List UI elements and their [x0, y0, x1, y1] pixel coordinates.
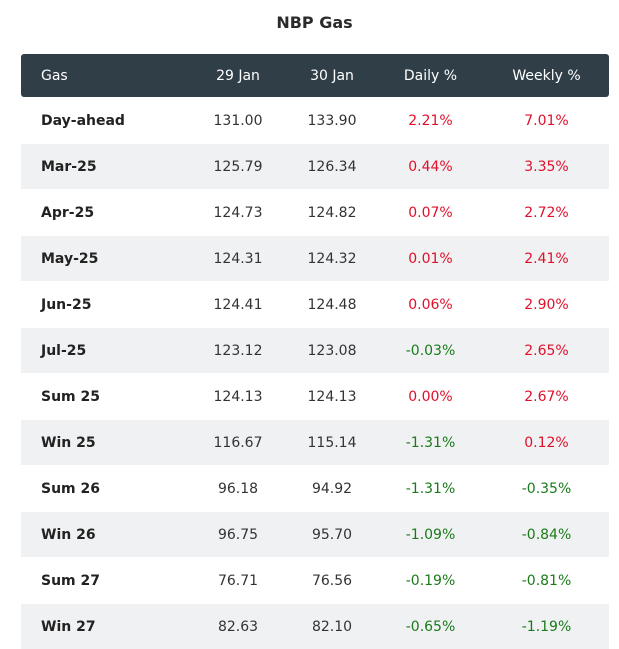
cell-29-jan: 76.71 — [189, 557, 287, 603]
cell-daily: -0.03% — [377, 327, 484, 373]
table-row: Win 25 116.67 115.14 -1.31% 0.12% — [21, 419, 609, 465]
cell-daily: -1.31% — [377, 465, 484, 511]
cell-gas: Jun-25 — [21, 281, 189, 327]
cell-weekly: 2.65% — [484, 327, 609, 373]
header-row: Gas 29 Jan 30 Jan Daily % Weekly % — [21, 54, 609, 97]
cell-30-jan: 76.56 — [287, 557, 377, 603]
cell-30-jan: 82.10 — [287, 603, 377, 649]
cell-29-jan: 125.79 — [189, 143, 287, 189]
cell-daily: 0.44% — [377, 143, 484, 189]
cell-gas: Sum 25 — [21, 373, 189, 419]
table-body: Day-ahead 131.00 133.90 2.21% 7.01% Mar-25 125… — [21, 97, 609, 649]
table-row: Apr-25 124.73 124.82 0.07% 2.72% — [21, 189, 609, 235]
cell-daily: 0.01% — [377, 235, 484, 281]
cell-daily: 0.06% — [377, 281, 484, 327]
cell-weekly: 0.12% — [484, 419, 609, 465]
table-row: Sum 25 124.13 124.13 0.00% 2.67% — [21, 373, 609, 419]
cell-30-jan: 115.14 — [287, 419, 377, 465]
cell-daily: -1.09% — [377, 511, 484, 557]
cell-29-jan: 124.73 — [189, 189, 287, 235]
cell-gas: Apr-25 — [21, 189, 189, 235]
cell-gas: Mar-25 — [21, 143, 189, 189]
cell-gas: Win 25 — [21, 419, 189, 465]
cell-daily: 0.00% — [377, 373, 484, 419]
cell-gas: May-25 — [21, 235, 189, 281]
page-title: NBP Gas — [276, 13, 353, 32]
cell-30-jan: 123.08 — [287, 327, 377, 373]
cell-daily: -1.31% — [377, 419, 484, 465]
cell-30-jan: 95.70 — [287, 511, 377, 557]
cell-weekly: 2.67% — [484, 373, 609, 419]
cell-daily: -0.19% — [377, 557, 484, 603]
cell-weekly: -0.81% — [484, 557, 609, 603]
cell-weekly: -1.19% — [484, 603, 609, 649]
cell-weekly: -0.84% — [484, 511, 609, 557]
cell-weekly: 2.72% — [484, 189, 609, 235]
cell-weekly: 3.35% — [484, 143, 609, 189]
column-header-30-jan: 30 Jan — [310, 67, 354, 84]
table-header: Gas 29 Jan 30 Jan Daily % Weekly % — [21, 54, 609, 97]
cell-30-jan: 94.92 — [287, 465, 377, 511]
table-row: Jul-25 123.12 123.08 -0.03% 2.65% — [21, 327, 609, 373]
cell-29-jan: 96.18 — [189, 465, 287, 511]
cell-29-jan: 124.41 — [189, 281, 287, 327]
table-row: Sum 26 96.18 94.92 -1.31% -0.35% — [21, 465, 609, 511]
cell-gas: Jul-25 — [21, 327, 189, 373]
cell-weekly: 2.41% — [484, 235, 609, 281]
column-header-weekly: Weekly % — [512, 67, 581, 84]
cell-weekly: -0.35% — [484, 465, 609, 511]
table-row: Sum 27 76.71 76.56 -0.19% -0.81% — [21, 557, 609, 603]
cell-30-jan: 124.13 — [287, 373, 377, 419]
cell-30-jan: 124.82 — [287, 189, 377, 235]
table-row: May-25 124.31 124.32 0.01% 2.41% — [21, 235, 609, 281]
cell-gas: Win 27 — [21, 603, 189, 649]
cell-gas: Day-ahead — [21, 97, 189, 143]
table-row: Win 26 96.75 95.70 -1.09% -0.84% — [21, 511, 609, 557]
cell-29-jan: 124.31 — [189, 235, 287, 281]
column-header-gas: Gas — [41, 67, 68, 84]
cell-29-jan: 116.67 — [189, 419, 287, 465]
cell-29-jan: 124.13 — [189, 373, 287, 419]
table-row: Jun-25 124.41 124.48 0.06% 2.90% — [21, 281, 609, 327]
cell-daily: 2.21% — [377, 97, 484, 143]
cell-29-jan: 96.75 — [189, 511, 287, 557]
cell-30-jan: 126.34 — [287, 143, 377, 189]
cell-30-jan: 124.48 — [287, 281, 377, 327]
cell-29-jan: 82.63 — [189, 603, 287, 649]
table-row: Win 27 82.63 82.10 -0.65% -1.19% — [21, 603, 609, 649]
cell-30-jan: 124.32 — [287, 235, 377, 281]
cell-daily: 0.07% — [377, 189, 484, 235]
cell-gas: Sum 26 — [21, 465, 189, 511]
cell-30-jan: 133.90 — [287, 97, 377, 143]
cell-daily: -0.65% — [377, 603, 484, 649]
table-row: Day-ahead 131.00 133.90 2.21% 7.01% — [21, 97, 609, 143]
column-header-29-jan: 29 Jan — [216, 67, 260, 84]
column-header-daily: Daily % — [403, 67, 458, 84]
cell-weekly: 2.90% — [484, 281, 609, 327]
cell-weekly: 7.01% — [484, 97, 609, 143]
cell-29-jan: 131.00 — [189, 97, 287, 143]
nbp-gas-table: Gas 29 Jan 30 Jan Daily % Weekly % Day-a… — [21, 54, 609, 649]
table-row: Mar-25 125.79 126.34 0.44% 3.35% — [21, 143, 609, 189]
cell-29-jan: 123.12 — [189, 327, 287, 373]
cell-gas: Sum 27 — [21, 557, 189, 603]
cell-gas: Win 26 — [21, 511, 189, 557]
